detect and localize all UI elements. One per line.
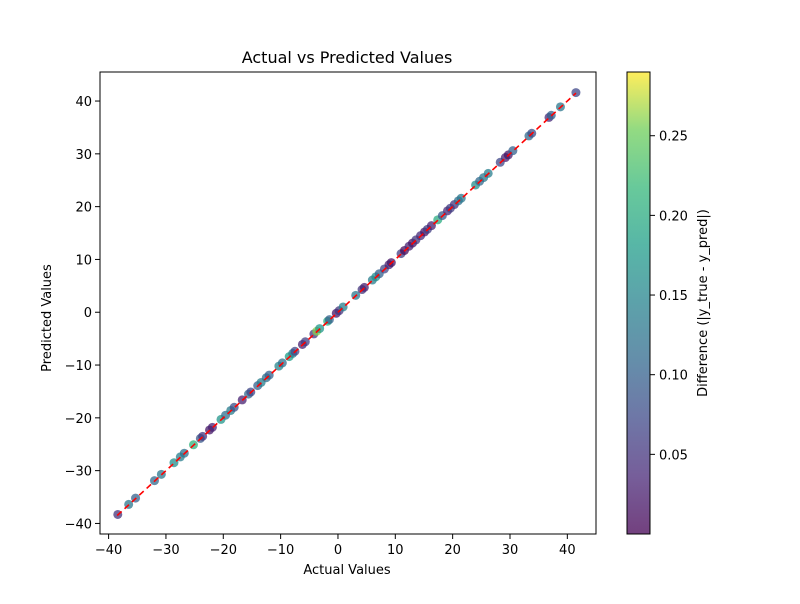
x-tick-label: −20 xyxy=(210,543,237,558)
x-tick-label: 20 xyxy=(444,543,461,558)
x-tick-label: 10 xyxy=(387,543,404,558)
colorbar-tick-label: 0.25 xyxy=(659,130,688,145)
y-tick-label: −30 xyxy=(65,465,92,480)
reference-line xyxy=(116,92,577,517)
x-axis-label: Actual Values xyxy=(303,563,391,578)
x-tick-label: −30 xyxy=(152,543,179,558)
y-tick-label: −10 xyxy=(65,359,92,374)
y-tick-label: −20 xyxy=(65,412,92,427)
y-tick-label: 30 xyxy=(75,148,92,163)
x-axis-ticks: −40 −30 −20 −10 0 10 20 30 40 xyxy=(95,534,576,558)
colorbar-tick-label: 0.15 xyxy=(659,289,688,304)
chart-title: Actual vs Predicted Values xyxy=(242,48,453,67)
x-tick-label: −10 xyxy=(267,543,294,558)
colorbar-scale xyxy=(626,71,651,535)
colorbar: 0.05 0.10 0.15 0.20 0.25 Difference (|y_true… xyxy=(626,71,711,535)
y-axis-label: Predicted Values xyxy=(40,264,55,372)
y-tick-label: 40 xyxy=(75,95,92,110)
colorbar-tick-label: 0.10 xyxy=(659,369,688,384)
y-tick-label: −40 xyxy=(65,517,92,532)
colorbar-tick-label: 0.05 xyxy=(659,448,688,463)
plot-frame xyxy=(99,71,597,535)
x-tick-label: 30 xyxy=(502,543,519,558)
y-tick-label: 10 xyxy=(75,253,92,268)
x-tick-label: 0 xyxy=(334,543,342,558)
y-axis-ticks: −40 −30 −20 −10 0 10 20 30 40 xyxy=(65,95,100,532)
colorbar-ticks: 0.05 0.10 0.15 0.20 0.25 xyxy=(650,130,688,463)
colorbar-tick-label: 0.20 xyxy=(659,209,688,224)
data-point xyxy=(571,88,581,98)
plot-area: −40 −30 −20 −10 0 10 20 30 40 −40 −30 −20 −10 0 10 20 3… xyxy=(65,71,597,558)
y-tick-label: 20 xyxy=(75,201,92,216)
colorbar-label: Difference (|y_true - y_pred|) xyxy=(696,209,711,397)
x-tick-label: −40 xyxy=(95,543,122,558)
y-tick-label: 0 xyxy=(84,306,92,321)
x-tick-label: 40 xyxy=(559,543,576,558)
